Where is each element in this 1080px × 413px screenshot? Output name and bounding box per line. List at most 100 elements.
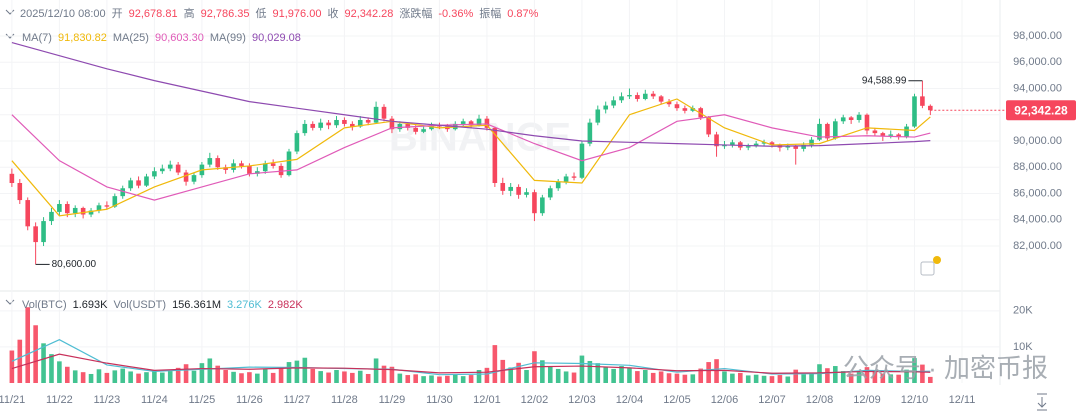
volume-bar (247, 372, 252, 383)
candle-body (460, 121, 466, 124)
collapse-icon[interactable] (5, 299, 15, 305)
header-text: MA(25) (113, 32, 149, 44)
tool-icon[interactable] (920, 261, 935, 276)
volume-bar (484, 367, 490, 383)
volume-bar (809, 372, 814, 383)
volume-bar (611, 368, 616, 383)
x-tick-label: 11/29 (379, 394, 406, 406)
x-tick-label: 12/11 (949, 394, 976, 406)
candle-body (872, 130, 878, 134)
candle-body (730, 142, 735, 145)
volume-bar (896, 374, 901, 383)
volume-bar (112, 370, 118, 383)
x-tick-label: 12/02 (521, 394, 549, 406)
volume-bar (357, 370, 363, 383)
x-tick-label: 11/27 (284, 394, 311, 406)
volume-bar (72, 370, 78, 383)
x-tick-label: 12/01 (473, 394, 501, 406)
candle-body (88, 210, 94, 215)
volume-bar (445, 375, 450, 383)
volume-bar (642, 370, 648, 383)
candle-body (191, 175, 197, 182)
volume-bar (666, 373, 672, 383)
header-text: 92,678.81 (129, 8, 178, 20)
volume-bar (492, 345, 498, 383)
candle-body (635, 95, 640, 99)
candle-body (144, 176, 149, 186)
y-tick-label: 10K (1013, 341, 1033, 353)
collapse-icon[interactable] (5, 9, 15, 15)
volume-bar (17, 339, 23, 383)
volume-bar (262, 368, 268, 383)
volume-bar (215, 365, 221, 383)
candle-body (793, 146, 799, 149)
header-text: 1.693K (73, 299, 109, 311)
volume-bar (429, 375, 434, 383)
header-text: 92,786.35 (201, 8, 250, 20)
volume-bar (928, 376, 933, 383)
collapse-icon[interactable] (5, 33, 15, 39)
volume-bar (9, 350, 15, 383)
volume-bar (698, 368, 704, 383)
candle-body (476, 118, 482, 126)
candle-body (690, 108, 696, 111)
candle-body (856, 114, 862, 120)
candle-body (160, 168, 165, 172)
volume-ma-line (11, 339, 931, 376)
candle-body (318, 122, 323, 128)
volume-bar (255, 373, 260, 383)
candle-body (540, 197, 545, 214)
candle-body (761, 142, 767, 144)
candle-body (595, 109, 601, 123)
header-text: 低 (256, 7, 267, 20)
candle-body (722, 144, 727, 147)
volume-bar (80, 372, 86, 383)
x-tick-label: 11/21 (0, 394, 25, 406)
candle-body (397, 123, 403, 130)
candle-body (674, 104, 680, 109)
candle-body (373, 106, 379, 123)
x-tick-label: 12/10 (901, 394, 929, 406)
volume-bar (627, 368, 632, 383)
candle-body (175, 164, 181, 173)
volume-bar (144, 372, 149, 383)
volume-bar (769, 376, 775, 383)
scale-icon[interactable] (1037, 393, 1047, 411)
volume-bar (682, 374, 688, 383)
volume-bar (571, 372, 577, 383)
x-tick-label: 11/24 (141, 394, 168, 406)
candle-body (682, 108, 688, 111)
volume-bar (595, 363, 601, 383)
volume-bar (452, 374, 458, 383)
candle-body (920, 96, 925, 106)
candle-body (207, 158, 213, 165)
candle-body (334, 119, 339, 126)
volume-bar (41, 343, 46, 383)
candle-body (928, 105, 933, 111)
volume-bar (840, 371, 846, 383)
header-text: 开 (112, 8, 123, 20)
candle-body (49, 211, 54, 222)
volume-bar (761, 375, 767, 383)
candle-body (413, 127, 418, 132)
volume-bar (334, 370, 339, 383)
candle-body (642, 93, 648, 99)
x-tick-label: 12/05 (663, 394, 691, 406)
header-text: MA(7) (22, 32, 52, 44)
x-tick-label: 11/30 (426, 394, 453, 406)
candle-body (72, 207, 78, 214)
candle-body (33, 226, 38, 243)
candle-body (547, 188, 553, 198)
candle-body (912, 96, 917, 127)
candle-body (437, 125, 442, 127)
volume-bar (25, 307, 31, 383)
header-text: 156.361M (172, 299, 221, 311)
candle-body (666, 101, 672, 105)
y-tick-label: 96,000.00 (1013, 56, 1062, 68)
candle-body (17, 183, 23, 201)
candle-body (381, 106, 387, 119)
x-tick-label: 11/25 (189, 394, 216, 406)
volume-bar (152, 370, 157, 383)
candle-body (223, 167, 228, 170)
header-text: 2.982K (268, 299, 304, 311)
